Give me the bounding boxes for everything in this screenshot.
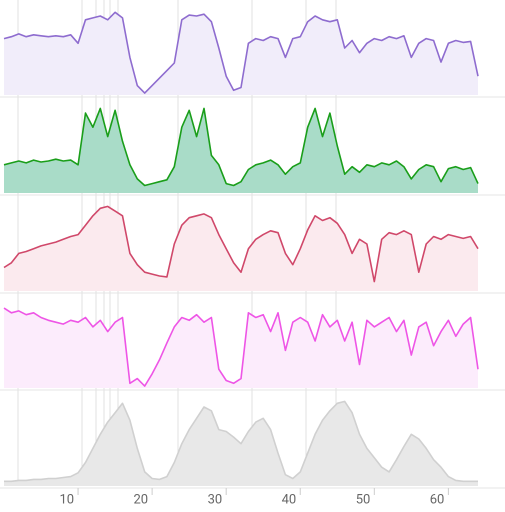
x-tick-label: 30 [208,492,223,507]
line [3,307,479,387]
x-tick-label: 60 [430,492,445,507]
area [4,12,478,95]
area [4,108,478,193]
line [3,205,479,283]
x-tick-label: 40 [282,492,297,507]
line [3,11,479,94]
area [4,308,478,388]
x-tick-label: 20 [134,492,149,507]
line [3,107,479,187]
x-tick-label: 10 [59,492,74,507]
area [4,206,478,291]
x-tick-label: 50 [356,492,371,507]
line [4,400,478,483]
